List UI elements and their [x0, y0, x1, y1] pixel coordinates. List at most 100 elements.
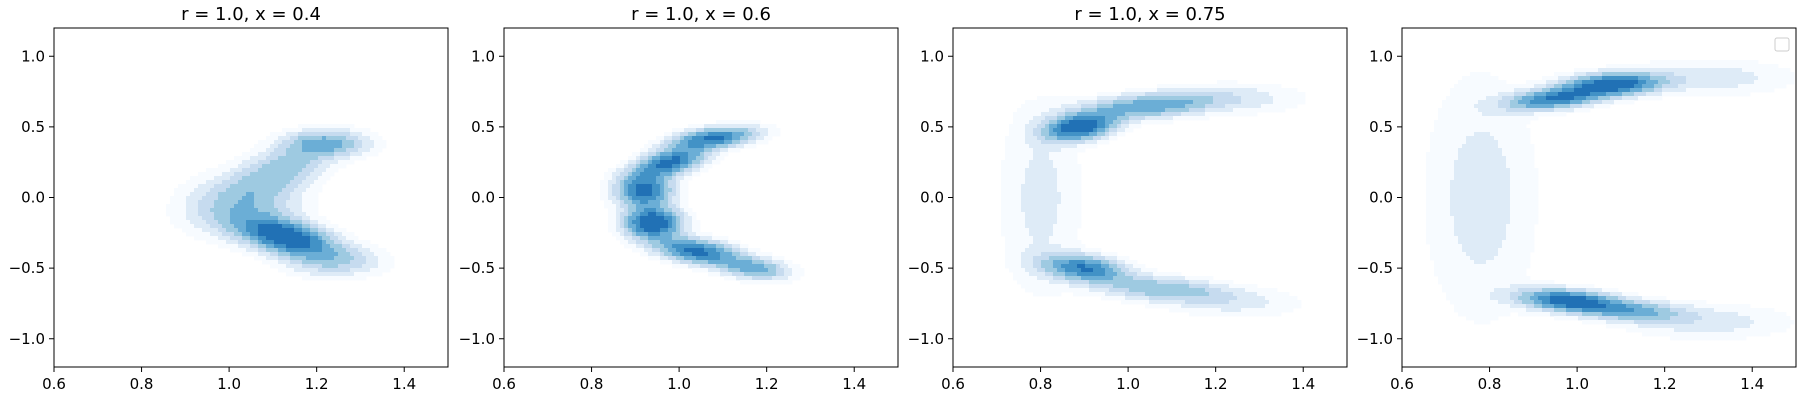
density-cell: [1093, 116, 1098, 121]
density-cell: [238, 160, 243, 165]
density-cell: [214, 220, 219, 225]
density-cell: [1249, 296, 1254, 301]
density-cell: [1249, 288, 1254, 293]
density-cell: [640, 192, 645, 197]
density-cell: [1642, 72, 1647, 77]
density-cell: [270, 144, 275, 149]
density-cell: [720, 120, 725, 125]
density-cell: [1546, 88, 1551, 93]
density-cell: [1113, 260, 1118, 265]
density-cell: [724, 136, 729, 141]
density-cell: [1714, 68, 1719, 73]
density-cell: [1225, 108, 1230, 113]
density-cell: [1522, 96, 1527, 101]
density-cell: [1718, 60, 1723, 65]
density-cell: [1081, 104, 1086, 109]
density-cell: [334, 236, 339, 241]
density-cell: [1614, 64, 1619, 69]
density-cell: [242, 168, 247, 173]
density-cell: [668, 172, 673, 177]
density-cell: [1177, 284, 1182, 289]
density-cell: [302, 144, 307, 149]
density-cell: [310, 152, 315, 157]
density-cell: [306, 256, 311, 261]
density-cell: [668, 228, 673, 233]
density-cell: [1610, 96, 1615, 101]
density-cell: [1077, 144, 1082, 149]
density-cell: [1049, 116, 1054, 121]
density-cell: [1145, 288, 1150, 293]
density-cell: [1554, 96, 1559, 101]
density-cell: [1121, 260, 1126, 265]
density-cell: [1574, 84, 1579, 89]
density-cell: [210, 232, 215, 237]
density-cell: [1714, 72, 1719, 77]
density-cell: [254, 204, 259, 209]
density-cell: [1474, 76, 1479, 81]
x-tick-label: 1.2: [1204, 375, 1228, 393]
density-cell: [350, 140, 355, 145]
density-cell: [1261, 92, 1266, 97]
density-cell: [708, 144, 713, 149]
density-cell: [1670, 68, 1675, 73]
density-cell: [314, 256, 319, 261]
density-cell: [314, 268, 319, 273]
density-cell: [298, 132, 303, 137]
density-cell: [660, 144, 665, 149]
density-cell: [1021, 172, 1026, 177]
density-cell: [306, 160, 311, 165]
density-cell: [668, 232, 673, 237]
density-cell: [1029, 176, 1034, 181]
density-cell: [1654, 84, 1659, 89]
density-cell: [1089, 144, 1094, 149]
density-cell: [314, 192, 319, 197]
density-cell: [1185, 276, 1190, 281]
density-cell: [210, 212, 215, 217]
density-cell: [648, 156, 653, 161]
density-cell: [1622, 88, 1627, 93]
density-cell: [358, 140, 363, 145]
density-cell: [1017, 256, 1022, 261]
density-cell: [1694, 92, 1699, 97]
density-cell: [282, 228, 287, 233]
density-cell: [1105, 116, 1110, 121]
density-cell: [274, 144, 279, 149]
density-cell: [1077, 168, 1082, 173]
density-cell: [1017, 164, 1022, 169]
density-cell: [696, 236, 701, 241]
density-cell: [1265, 312, 1270, 317]
density-cell: [712, 244, 717, 249]
density-cell: [1181, 304, 1186, 309]
density-cell: [178, 212, 183, 217]
density-cell: [788, 272, 793, 277]
density-cell: [230, 172, 235, 177]
density-cell: [314, 164, 319, 169]
density-cell: [796, 268, 801, 273]
y-tick-label: −1.0: [459, 330, 495, 348]
density-cell: [306, 220, 311, 225]
density-cell: [1145, 304, 1150, 309]
density-cell: [664, 136, 669, 141]
density-cell: [1706, 76, 1711, 81]
density-cell: [1061, 256, 1066, 261]
density-cell: [358, 136, 363, 141]
density-cell: [1013, 212, 1018, 217]
density-cell: [1009, 232, 1014, 237]
density-cell: [1690, 84, 1695, 89]
density-cell: [270, 256, 275, 261]
density-cell: [1726, 92, 1731, 97]
density-cell: [1069, 212, 1074, 217]
density-cell: [1073, 232, 1078, 237]
density-cell: [310, 260, 315, 265]
density-cell: [326, 252, 331, 257]
density-cell: [1045, 244, 1050, 249]
density-cell: [1217, 296, 1222, 301]
density-cell: [1057, 108, 1062, 113]
density-cell: [1057, 288, 1062, 293]
density-cell: [374, 136, 379, 141]
density-cell: [1153, 268, 1158, 273]
density-cell: [1085, 120, 1090, 125]
density-cell: [342, 148, 347, 153]
density-cell: [246, 252, 251, 257]
density-cell: [616, 180, 621, 185]
